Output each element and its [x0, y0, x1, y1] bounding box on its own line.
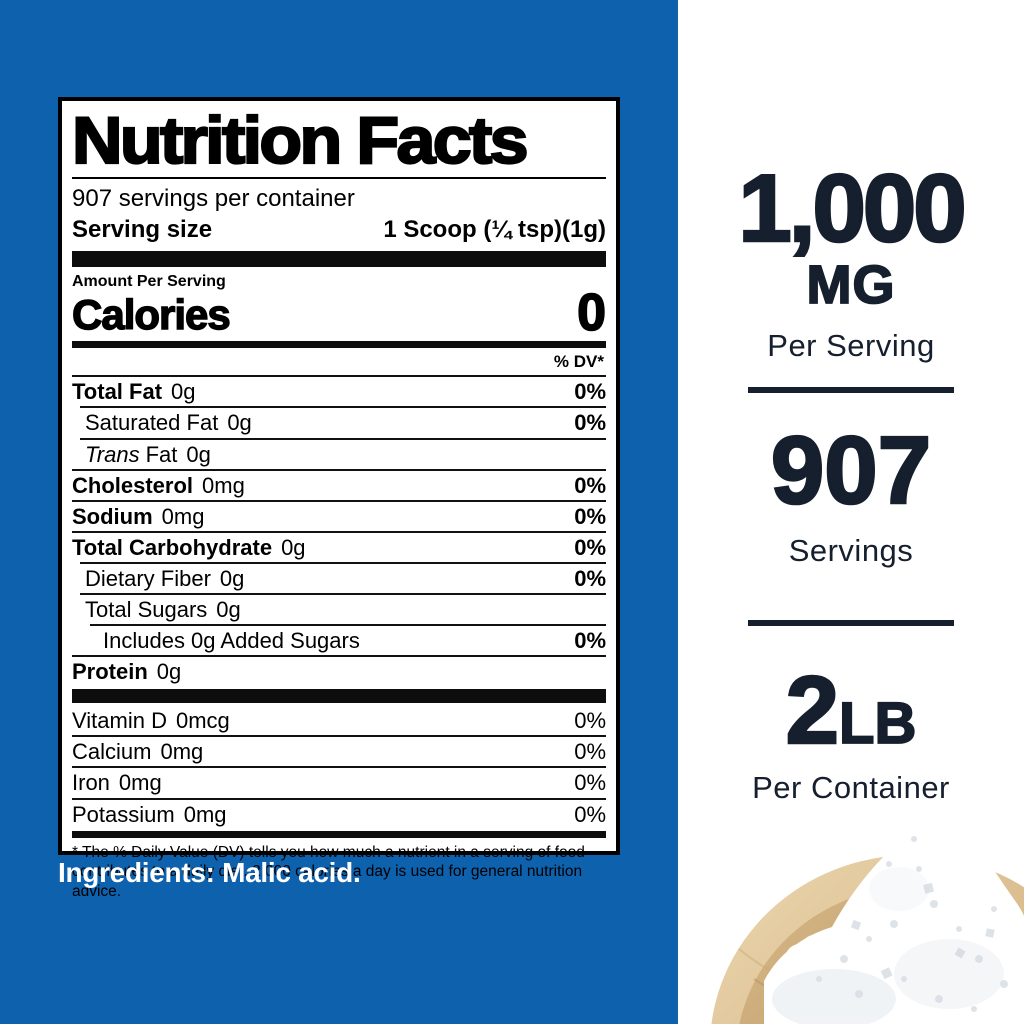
section-bar-footnote [72, 830, 606, 838]
servings-per-container: 907 servings per container [72, 185, 355, 212]
row-cholesterol: Cholesterol 0mg 0% [72, 468, 606, 500]
calories-label: Calories [71, 291, 231, 339]
vitamin-rows: Vitamin D 0mcg 0% Calcium 0mg 0% Iron 0mg 0… [72, 706, 606, 828]
pct-saturated-fat: 0% [574, 410, 606, 436]
label-title: Nutrition Facts [71, 103, 530, 177]
row-total-fat: Total Fat 0g 0% [72, 375, 606, 406]
pct-total-carbohydrate: 0% [574, 534, 606, 560]
pct-potassium: 0% [574, 801, 606, 827]
servings-caption: Servings [788, 533, 914, 568]
ingredients-line: Ingredients: Malic acid. [58, 857, 361, 888]
per-serving-caption: Per Serving [767, 328, 935, 363]
row-total-carbohydrate: Total Carbohydrate 0g 0% [72, 530, 606, 562]
stat-divider-2 [748, 620, 954, 626]
bowl-of-malic-acid-photo [694, 809, 1024, 1024]
row-dietary-fiber: Dietary Fiber 0g 0% [80, 561, 606, 593]
servings-count: 907 [770, 417, 933, 524]
row-vitamin-d: Vitamin D 0mcg 0% [72, 708, 606, 734]
row-calcium: Calcium 0mg 0% [72, 735, 606, 766]
nutrition-facts-label: Nutrition Facts 907 servings per contain… [58, 97, 620, 900]
serving-size-label: Serving size [72, 215, 213, 243]
row-saturated-fat: Saturated Fat 0g 0% [80, 406, 606, 437]
daily-value-footnote: * The % Daily Value (DV) tells you how m… [72, 843, 585, 900]
container-size-unit: LB [838, 691, 917, 756]
row-protein: Protein 0g [72, 655, 606, 686]
container-caption: Per Container [752, 770, 950, 805]
per-serving-amount: 1,000 [737, 155, 968, 262]
section-bar-calories [72, 341, 606, 349]
calories-row: Calories 0 [71, 283, 607, 342]
pct-sodium: 0% [574, 503, 606, 529]
bowl-illustration [711, 811, 1024, 1024]
serving-size-row: Serving size 1 Scoop (¼ tsp)(1g) [72, 213, 606, 251]
title-rule [72, 177, 606, 179]
pct-calcium: 0% [574, 739, 606, 765]
container-size-value: 2 [784, 657, 840, 764]
row-sodium: Sodium 0mg 0% [72, 499, 606, 531]
section-bar-vitamins [72, 689, 606, 704]
serving-size-value: 1 Scoop (¼ tsp)(1g) [383, 215, 606, 243]
calories-value: 0 [576, 283, 607, 342]
nutrient-rows: Total Fat 0g 0% Saturated Fat 0g 0% Trans F… [72, 375, 606, 686]
amount-per-serving-label: Amount Per Serving [72, 272, 226, 290]
pct-dietary-fiber: 0% [574, 565, 606, 591]
row-added-sugars: Includes 0g Added Sugars 0% [90, 624, 606, 655]
pct-iron: 0% [574, 770, 606, 796]
per-serving-unit: MG [806, 255, 896, 315]
pct-vitamin-d: 0% [574, 708, 606, 734]
daily-value-header: % DV* [553, 352, 604, 372]
pct-added-sugars: 0% [574, 628, 606, 654]
row-trans-fat: Trans Fat 0g [80, 437, 606, 469]
row-iron: Iron 0mg 0% [72, 766, 606, 797]
stat-divider-1 [748, 387, 954, 393]
right-stats-panel: 1,000 MG Per Serving 907 Servings 2LB Pe… [678, 0, 1024, 1024]
pct-total-fat: 0% [574, 379, 606, 405]
row-potassium: Potassium 0mg 0% [72, 797, 606, 829]
section-bar-top [72, 250, 606, 267]
row-total-sugars: Total Sugars 0g [80, 593, 606, 624]
container-size: 2LB [678, 661, 1024, 760]
pct-cholesterol: 0% [574, 472, 606, 498]
